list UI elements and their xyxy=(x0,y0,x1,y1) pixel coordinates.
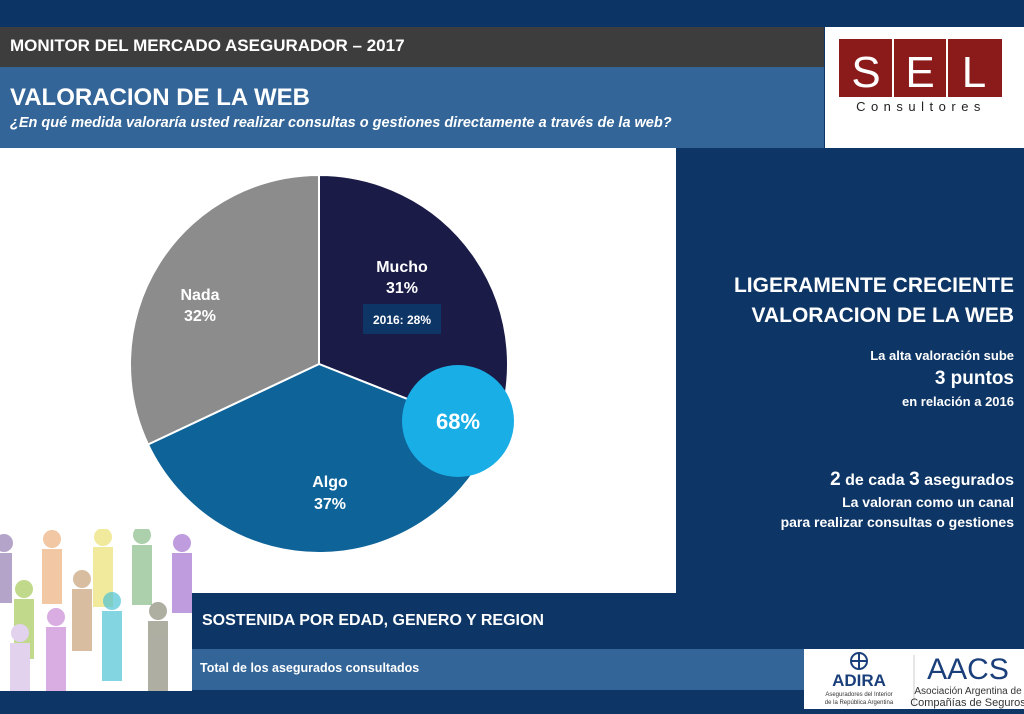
logo-letter-e: E xyxy=(905,48,934,97)
previous-year-label: 2016: 28% xyxy=(373,313,431,327)
pie-slice-nada xyxy=(129,173,320,446)
pie-chart: Mucho 31% 2016: 28% Nada 32% Algo 37% 68… xyxy=(129,173,514,554)
aacs-name: AACS xyxy=(927,653,1009,686)
slice-label-algo: Algo xyxy=(312,474,348,491)
chart-panel: Mucho 31% 2016: 28% Nada 32% Algo 37% 68… xyxy=(0,148,676,593)
highlight-circle xyxy=(402,365,514,477)
headline-line-2: VALORACION DE LA WEB xyxy=(751,304,1015,327)
ratio-numerator: 2 xyxy=(830,469,841,490)
survey-question: ¿En qué medida valoraría usted realizar … xyxy=(10,115,672,131)
slice-value-nada: 32% xyxy=(184,308,216,325)
logo-letter-s: S xyxy=(851,48,880,97)
aacs-subtitle-1: Asociación Argentina de xyxy=(914,686,1022,697)
logo-background xyxy=(839,39,1002,97)
sel-logo: S E L Consultores xyxy=(825,27,1024,148)
aacs-subtitle-2: Compañías de Seguros xyxy=(910,697,1024,709)
total-bar xyxy=(192,649,804,690)
insight-text-4: para realizar consultas o gestiones xyxy=(780,514,1014,530)
logo-letter-l: L xyxy=(962,48,986,97)
slice-label-mucho: Mucho xyxy=(376,259,428,276)
ratio-middle: de cada xyxy=(840,472,910,489)
insight-text-3: La valoran como un canal xyxy=(842,494,1014,510)
top-strip xyxy=(0,0,1024,27)
previous-year-badge xyxy=(363,304,441,334)
adira-subtitle-2: de la República Argentina xyxy=(825,700,894,706)
slice-value-mucho: 31% xyxy=(386,280,418,297)
insight-ratio: 2 de cada 3 asegurados xyxy=(830,469,1014,491)
page-title: VALORACION DE LA WEB xyxy=(10,84,310,111)
insight-headline: LIGERAMENTE CRECIENTE VALORACION DE LA W… xyxy=(734,271,1014,331)
insights-panel xyxy=(676,148,1024,593)
highlight-value: 68% xyxy=(436,409,480,434)
adira-subtitle-1: Aseguradores del Interior xyxy=(825,692,892,698)
ratio-end: asegurados xyxy=(919,472,1014,489)
ratio-denominator: 3 xyxy=(909,469,920,490)
title-bar xyxy=(0,67,824,148)
slice-value-algo: 37% xyxy=(314,496,346,513)
insight-highlight-points: 3 puntos xyxy=(934,368,1014,389)
insight-text-2: en relación a 2016 xyxy=(901,394,1014,409)
sostenida-text: SOSTENIDA POR EDAD, GENERO Y REGION xyxy=(202,612,544,629)
adira-name: ADIRA xyxy=(832,671,886,690)
header-bar xyxy=(0,27,824,67)
headline-line-1: LIGERAMENTE CRECIENTE xyxy=(733,274,1014,297)
report-title: MONITOR DEL MERCADO ASEGURADOR – 2017 xyxy=(10,36,405,55)
slice-label-nada: Nada xyxy=(180,287,219,304)
partner-logos: ADIRA Aseguradores del Interior de la Re… xyxy=(804,649,1024,709)
insight-text-1: La alta valoración sube xyxy=(870,348,1014,363)
people-illustration xyxy=(0,529,192,691)
logo-subtitle: Consultores xyxy=(856,99,986,114)
sostenida-bar xyxy=(192,593,1024,649)
total-text: Total de los asegurados consultados xyxy=(200,661,420,675)
